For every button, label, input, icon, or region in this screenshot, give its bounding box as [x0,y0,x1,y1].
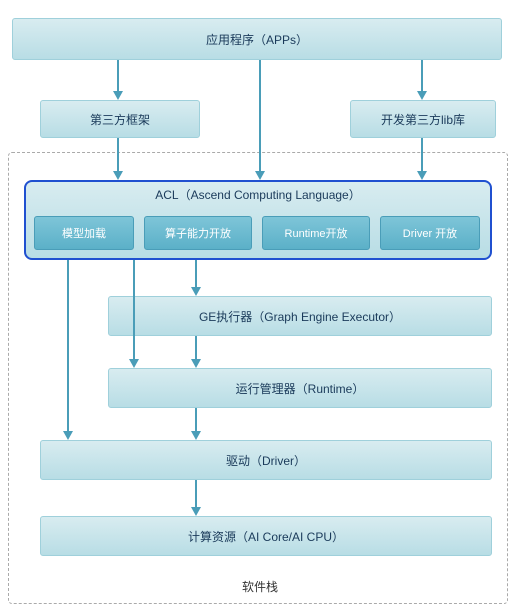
arrow-line [259,60,261,172]
arrow-head-icon [191,431,201,440]
op-ability-box: 算子能力开放 [144,216,252,250]
arrow-head-icon [191,507,201,516]
arrow-line [117,60,119,92]
arrow-line [67,260,69,432]
arrow-head-icon [417,171,427,180]
arrow-head-icon [255,171,265,180]
apps-box: 应用程序（APPs） [12,18,502,60]
compute-box: 计算资源（AI Core/AI CPU） [40,516,492,556]
runtime-open-box: Runtime开放 [262,216,370,250]
runtime-box: 运行管理器（Runtime） [108,368,492,408]
driver-open-box: Driver 开放 [380,216,480,250]
arrow-line [195,260,197,288]
arrow-head-icon [191,287,201,296]
arrow-line [195,408,197,432]
third-party-framework-box: 第三方框架 [40,100,200,138]
arrow-line [195,480,197,508]
arrow-line [133,260,135,360]
acl-title: ACL（Ascend Computing Language） [24,184,492,204]
arrow-head-icon [129,359,139,368]
driver-box: 驱动（Driver） [40,440,492,480]
dev-third-party-lib-box: 开发第三方lib库 [350,100,496,138]
arrow-head-icon [113,171,123,180]
arrow-line [421,138,423,172]
arrow-line [195,336,197,360]
ge-box: GE执行器（Graph Engine Executor） [108,296,492,336]
arrow-head-icon [417,91,427,100]
model-load-box: 模型加载 [34,216,134,250]
arrow-line [117,138,119,172]
caption-label: 软件栈 [200,578,320,595]
arrow-head-icon [113,91,123,100]
arrow-head-icon [63,431,73,440]
arrow-line [421,60,423,92]
arrow-head-icon [191,359,201,368]
